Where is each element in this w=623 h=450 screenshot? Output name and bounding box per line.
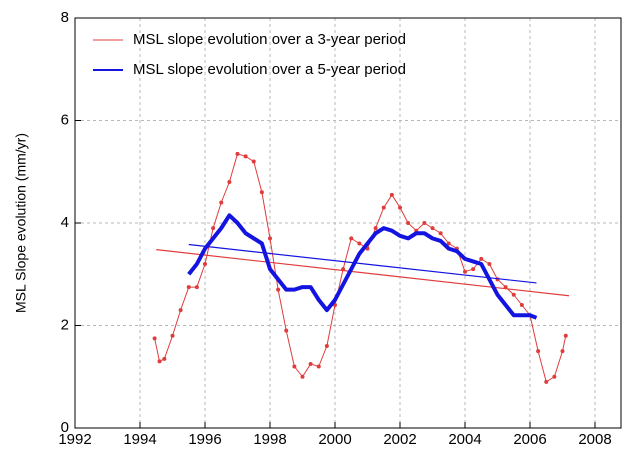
series-marker: [503, 285, 508, 290]
series-marker: [463, 269, 467, 274]
series-marker: [300, 374, 305, 379]
y-tick-label: 2: [61, 316, 69, 333]
series-marker: [381, 205, 386, 210]
series-marker: [211, 226, 216, 231]
series-marker: [227, 180, 232, 184]
x-tick-label: 2006: [513, 431, 546, 448]
y-tick-label: 6: [61, 111, 69, 128]
y-axis-label: MSL Slope evolution (mm/yr): [13, 133, 29, 313]
series-marker: [357, 241, 362, 246]
trend-line: [156, 249, 570, 297]
series-marker: [519, 303, 524, 307]
x-tick-label: 1998: [253, 431, 286, 448]
x-tick-label: 2002: [383, 431, 416, 448]
series-marker: [373, 226, 378, 231]
series-marker: [162, 356, 167, 361]
plot-frame: [74, 17, 622, 429]
series-marker: [479, 256, 484, 261]
series-marker: [471, 267, 476, 272]
x-tick-label: 2004: [448, 431, 481, 448]
series-marker: [292, 364, 297, 369]
series-marker: [349, 236, 354, 241]
series-marker: [186, 285, 191, 290]
series-marker: [406, 221, 411, 225]
series-marker: [251, 159, 256, 164]
series-marker: [487, 262, 492, 266]
series-marker: [268, 236, 272, 241]
series-marker: [544, 379, 549, 384]
series-line: [187, 213, 538, 320]
series-marker: [511, 292, 516, 297]
series-marker: [389, 192, 394, 197]
series-marker: [259, 190, 264, 195]
series-marker: [560, 349, 565, 354]
x-tick-label: 1996: [188, 431, 221, 448]
series-marker: [422, 221, 427, 225]
series-marker: [157, 359, 162, 364]
series-marker: [341, 267, 346, 272]
series-marker: [152, 336, 157, 341]
series-marker: [438, 231, 443, 236]
series-marker: [308, 361, 313, 366]
y-tick-label: 4: [61, 214, 69, 231]
series-marker: [178, 308, 183, 313]
x-tick-label: 1992: [58, 431, 91, 448]
y-tick-label: 8: [61, 9, 69, 26]
series-line: [154, 153, 567, 383]
series-marker: [219, 200, 224, 205]
series-marker: [235, 151, 240, 156]
series-marker: [194, 285, 199, 290]
series-marker: [284, 328, 289, 333]
series-marker: [563, 333, 568, 338]
series-marker: [243, 154, 248, 159]
y-tick-label: 0: [61, 419, 69, 436]
trend-line: [188, 243, 537, 284]
series-marker: [430, 226, 435, 231]
legend-label: MSL slope evolution over a 5-year period: [133, 61, 406, 78]
legend-label: MSL slope evolution over a 3-year period: [133, 31, 406, 48]
series-marker: [324, 344, 329, 348]
x-tick-label: 2008: [578, 431, 611, 448]
series-marker: [170, 333, 175, 338]
series-marker: [398, 205, 402, 210]
x-tick-label: 2000: [318, 431, 351, 448]
series-marker: [536, 349, 541, 354]
series-marker: [446, 241, 451, 246]
series-marker: [276, 287, 281, 292]
series-marker: [316, 364, 321, 369]
series-marker: [203, 262, 207, 266]
x-tick-label: 1994: [123, 431, 156, 448]
series-marker: [552, 374, 557, 379]
